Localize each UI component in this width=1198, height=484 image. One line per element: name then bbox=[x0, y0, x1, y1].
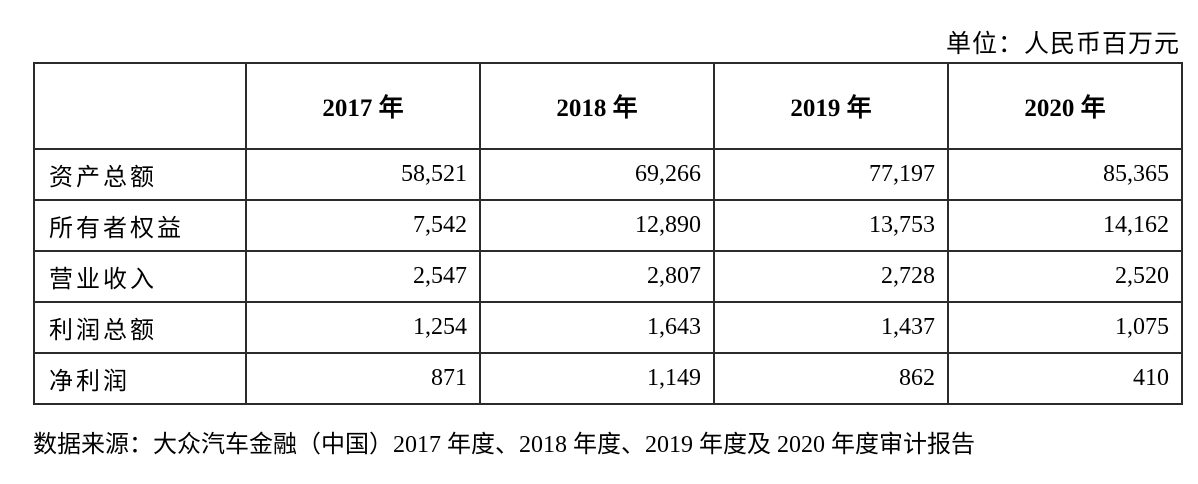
cell-value: 2,728 bbox=[713, 250, 949, 303]
cell-value: 12,890 bbox=[479, 199, 715, 252]
cell-value: 77,197 bbox=[713, 148, 949, 201]
unit-label: 单位：人民币百万元 bbox=[945, 31, 1180, 58]
cell-value: 2,520 bbox=[947, 250, 1183, 303]
cell-value: 1,437 bbox=[713, 301, 949, 354]
cell-value: 871 bbox=[245, 352, 481, 405]
cell-value: 85,365 bbox=[947, 148, 1183, 201]
row-label: 利润总额 bbox=[33, 301, 247, 354]
cell-value: 13,753 bbox=[713, 199, 949, 252]
cell-value: 2,547 bbox=[245, 250, 481, 303]
table-header-row: 2017 年 2018 年 2019 年 2020 年 bbox=[33, 62, 1183, 150]
financial-data-table: 2017 年 2018 年 2019 年 2020 年 资产总额 58,521 … bbox=[33, 62, 1183, 405]
header-empty-cell bbox=[33, 62, 247, 150]
row-label: 资产总额 bbox=[33, 148, 247, 201]
row-label: 净利润 bbox=[33, 352, 247, 405]
cell-value: 410 bbox=[947, 352, 1183, 405]
header-year-2017: 2017 年 bbox=[245, 62, 481, 150]
cell-value: 1,075 bbox=[947, 301, 1183, 354]
header-year-2019: 2019 年 bbox=[713, 62, 949, 150]
table-row-total-profit: 利润总额 1,254 1,643 1,437 1,075 bbox=[33, 301, 1183, 354]
cell-value: 862 bbox=[713, 352, 949, 405]
table-row-owners-equity: 所有者权益 7,542 12,890 13,753 14,162 bbox=[33, 199, 1183, 252]
cell-value: 69,266 bbox=[479, 148, 715, 201]
data-source-caption: 数据来源：大众汽车金融（中国）2017 年度、2018 年度、2019 年度及 … bbox=[33, 432, 975, 458]
cell-value: 1,254 bbox=[245, 301, 481, 354]
cell-value: 2,807 bbox=[479, 250, 715, 303]
header-year-2018: 2018 年 bbox=[479, 62, 715, 150]
cell-value: 1,149 bbox=[479, 352, 715, 405]
cell-value: 14,162 bbox=[947, 199, 1183, 252]
table-row-net-profit: 净利润 871 1,149 862 410 bbox=[33, 352, 1183, 405]
cell-value: 58,521 bbox=[245, 148, 481, 201]
table-row-total-assets: 资产总额 58,521 69,266 77,197 85,365 bbox=[33, 148, 1183, 201]
row-label: 营业收入 bbox=[33, 250, 247, 303]
header-year-2020: 2020 年 bbox=[947, 62, 1183, 150]
row-label: 所有者权益 bbox=[33, 199, 247, 252]
cell-value: 1,643 bbox=[479, 301, 715, 354]
table-row-operating-revenue: 营业收入 2,547 2,807 2,728 2,520 bbox=[33, 250, 1183, 303]
cell-value: 7,542 bbox=[245, 199, 481, 252]
